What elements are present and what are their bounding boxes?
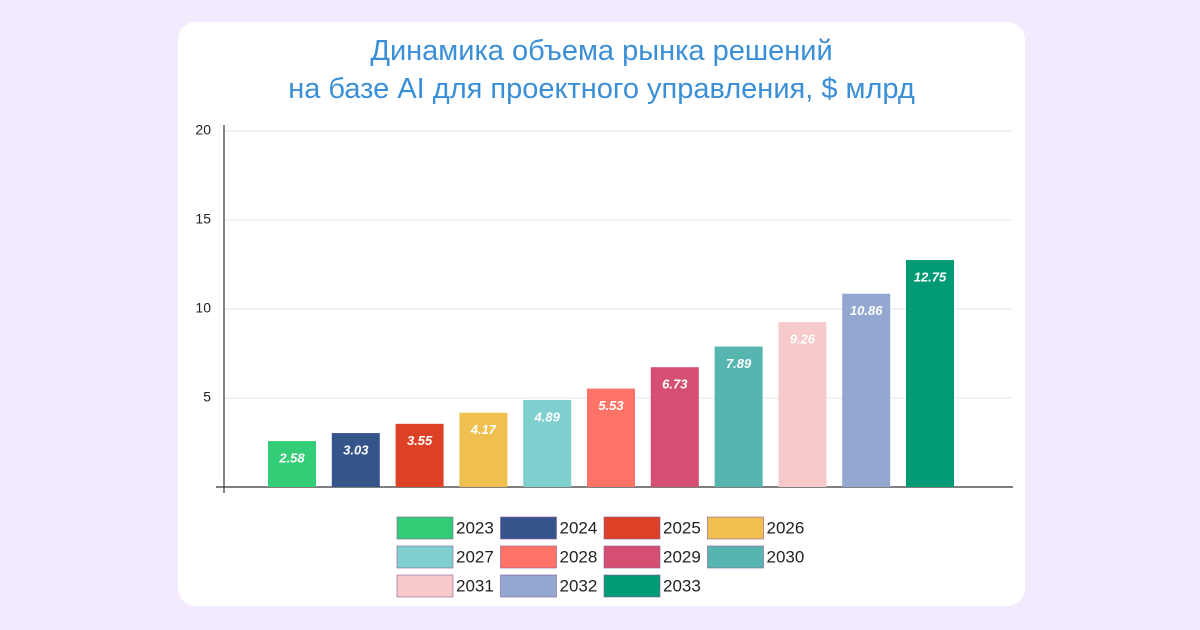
value-label: 6.73	[662, 377, 688, 392]
legend-swatch	[603, 516, 661, 540]
bar	[395, 423, 444, 487]
bar	[523, 399, 572, 487]
legend-label: 2028	[560, 547, 598, 566]
value-label: 4.89	[534, 409, 561, 424]
value-label: 2.58	[278, 451, 305, 466]
legend-swatch	[707, 545, 764, 569]
bar	[331, 433, 380, 487]
legend-swatch	[603, 574, 661, 598]
legend-label: 2031	[456, 576, 494, 595]
legend-swatch	[500, 574, 557, 598]
bar	[714, 346, 763, 487]
bar	[587, 388, 635, 487]
bar	[268, 441, 316, 487]
legend-swatch	[500, 545, 557, 569]
legend-swatch	[500, 516, 557, 540]
y-tick-label: 5	[203, 389, 211, 405]
legend-label: 2024	[560, 518, 598, 537]
bar	[650, 367, 699, 487]
y-tick-label: 10	[195, 300, 211, 316]
bar	[842, 293, 891, 487]
legend-swatch	[396, 516, 454, 540]
value-label: 9.26	[790, 332, 816, 347]
legend-label: 2030	[767, 547, 805, 566]
y-tick-label: 20	[195, 122, 211, 138]
value-label: 12.75	[914, 269, 947, 284]
value-label: 3.03	[343, 443, 369, 458]
value-label: 3.55	[407, 433, 433, 448]
legend-label: 2026	[767, 518, 805, 537]
value-label: 7.89	[726, 356, 752, 371]
y-tick-label: 15	[195, 211, 211, 227]
legend-swatch	[396, 545, 454, 569]
bar	[459, 412, 508, 487]
legend-label: 2027	[456, 547, 494, 566]
bar	[778, 322, 827, 487]
legend-label: 2032	[560, 576, 598, 595]
bar	[906, 260, 954, 487]
value-label: 10.86	[850, 303, 883, 318]
legend-label: 2023	[456, 518, 494, 537]
legend-swatch	[396, 574, 454, 598]
legend-label: 2029	[663, 547, 701, 566]
legend-label: 2033	[663, 576, 701, 595]
chart-title: Динамика объема рынка решений на базе AI…	[288, 35, 915, 105]
legend-swatch	[707, 516, 764, 540]
legend-label: 2025	[663, 518, 701, 537]
value-label: 4.17	[470, 422, 497, 437]
legend-swatch	[603, 545, 661, 569]
value-label: 5.53	[598, 398, 624, 413]
